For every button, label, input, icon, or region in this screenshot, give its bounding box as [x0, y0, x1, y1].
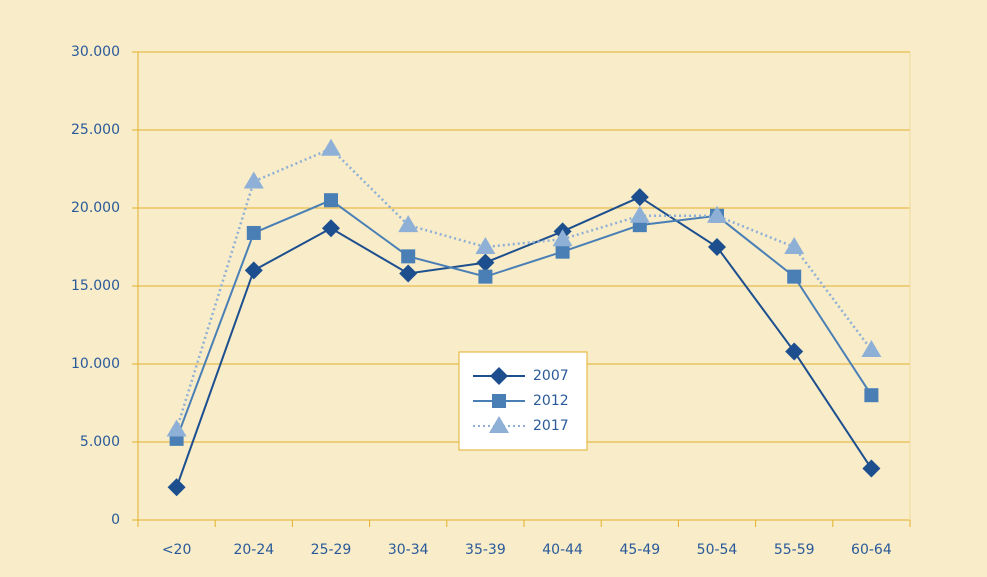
- data-point: [630, 188, 649, 207]
- x-tick-label: 25-29: [311, 542, 352, 558]
- legend-marker: [489, 416, 509, 433]
- data-point: [555, 244, 570, 259]
- y-tick-label: 20.000: [71, 200, 120, 216]
- data-point: [784, 237, 805, 254]
- data-point: [401, 249, 416, 264]
- data-point: [708, 238, 726, 256]
- legend-marker: [492, 394, 506, 408]
- x-tick-label: 35-39: [465, 542, 506, 558]
- data-point: [707, 205, 727, 223]
- y-tick-label: 5.000: [80, 434, 120, 450]
- data-point: [629, 205, 650, 223]
- data-point: [321, 138, 341, 156]
- x-tick-label: 30-34: [388, 542, 429, 558]
- data-point: [322, 219, 340, 238]
- series-line: [175, 195, 873, 488]
- data-point: [862, 459, 881, 478]
- data-point: [861, 339, 882, 357]
- data-point: [246, 225, 261, 240]
- x-tick-label: 40-44: [542, 542, 583, 558]
- y-tick-label: 10.000: [71, 356, 120, 372]
- data-point: [324, 193, 338, 208]
- legend-label: 2007: [533, 368, 569, 384]
- data-point: [167, 478, 186, 497]
- x-tick-label: 45-49: [619, 542, 660, 558]
- series-line: [175, 147, 873, 430]
- y-tick-label: 0: [111, 512, 120, 528]
- data-point: [476, 253, 495, 272]
- data-point: [399, 264, 418, 283]
- data-point: [244, 261, 263, 280]
- data-point: [864, 388, 879, 403]
- data-point: [552, 229, 573, 247]
- legend-marker: [490, 367, 508, 385]
- x-tick-label: 50-54: [697, 542, 738, 558]
- x-tick-label: 20-24: [233, 542, 274, 558]
- data-point: [787, 269, 802, 284]
- legend-label: 2012: [533, 393, 569, 409]
- y-tick-label: 25.000: [71, 122, 120, 138]
- x-tick-label: 55-59: [774, 542, 815, 558]
- legend-label: 2017: [533, 418, 569, 434]
- data-point: [398, 215, 419, 233]
- y-tick-label: 15.000: [71, 278, 120, 294]
- series-line: [175, 199, 873, 440]
- x-tick-label: <20: [162, 542, 192, 558]
- data-point: [243, 171, 264, 189]
- data-point: [785, 342, 804, 361]
- legend: 2007 2012 2017: [458, 351, 588, 451]
- x-tick-label: 60-64: [851, 542, 892, 558]
- y-tick-label: 30.000: [71, 44, 120, 60]
- data-point: [475, 237, 496, 254]
- data-point: [478, 269, 493, 284]
- data-point: [166, 419, 187, 437]
